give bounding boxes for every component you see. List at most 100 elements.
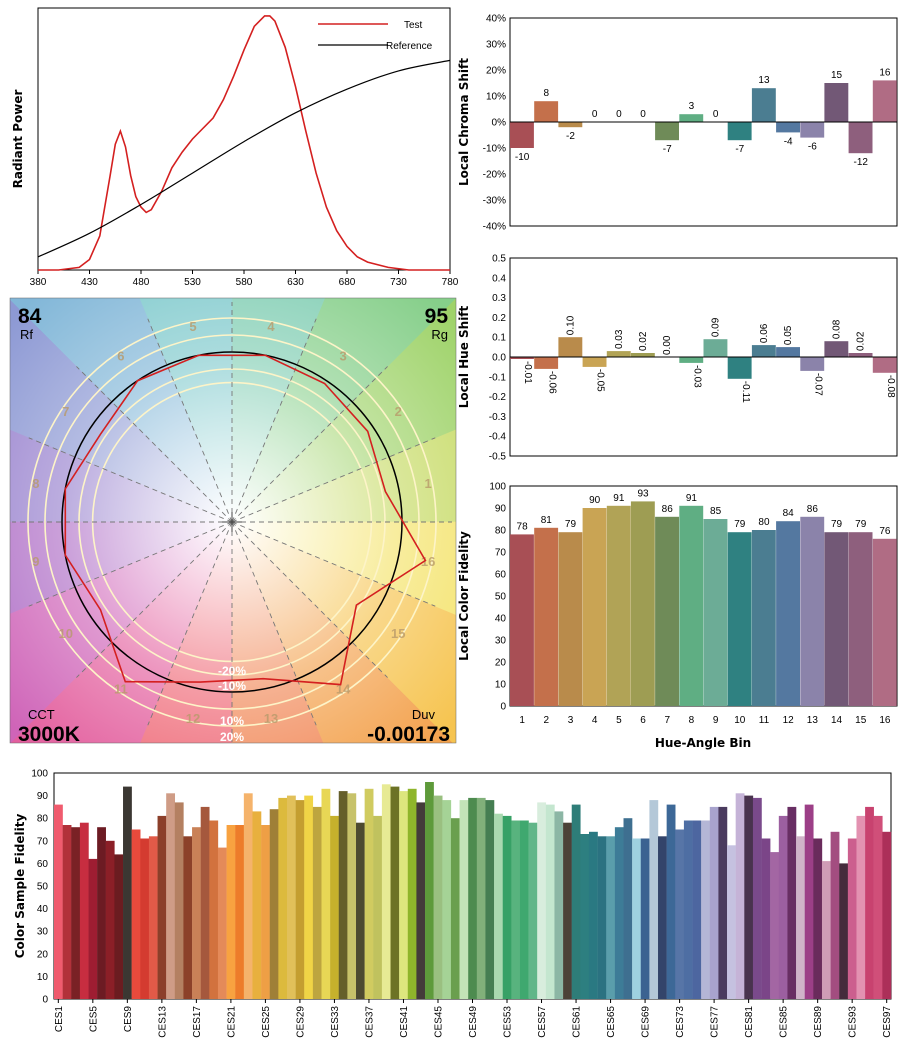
bin-x-tick-label: 3 [568, 715, 574, 726]
bin-x-tick-label: 8 [689, 715, 695, 726]
bin-bar [606, 351, 631, 357]
bin-number-label: 1 [425, 476, 432, 491]
y-tick-label: 70 [495, 548, 507, 559]
sample-bar [166, 793, 176, 999]
bar-value-label: 86 [807, 504, 819, 515]
sample-bar [649, 800, 659, 999]
bin-bar [824, 341, 849, 357]
sample-bar [97, 827, 106, 999]
bin-bar [727, 122, 752, 141]
sample-bar [321, 788, 331, 999]
sample-y-tick-label: 20 [37, 949, 49, 960]
bin-x-tick-label: 4 [592, 715, 598, 726]
bin-spoke [76, 366, 233, 523]
chroma-shift-chart: Local Chroma Shift 40%30%20%10%0%-10%-20… [457, 14, 898, 233]
bar-value-label: -6 [808, 142, 817, 153]
bin-spoke [231, 437, 436, 523]
bin-bar [510, 122, 534, 148]
sample-bar [511, 820, 521, 999]
spd-x-tick-label: 530 [184, 277, 201, 288]
sample-bar [399, 791, 408, 999]
bar-value-label: 0.10 [565, 315, 576, 335]
sample-bar [390, 786, 400, 999]
sample-bar [105, 840, 115, 999]
sample-y-tick-label: 60 [37, 859, 49, 870]
bar-value-label: -0.06 [546, 371, 557, 394]
sample-bar [226, 825, 236, 999]
sample-bar [71, 827, 81, 999]
bar-value-label: 84 [783, 508, 795, 519]
spd-test-line [38, 15, 450, 271]
bar-value-label: 79 [734, 519, 746, 530]
spd-chart: Radiant Power 380 430 480 530 580 630 680 730 78… [11, 7, 459, 288]
bar-value-label: 0.06 [759, 323, 770, 343]
sample-bar [140, 838, 150, 999]
bin-bar [679, 505, 704, 706]
sample-bar [425, 782, 434, 999]
local-fidelity-chart: Local Color Fidelity 1009080706050403020… [457, 482, 898, 750]
bin-spoke [231, 366, 388, 523]
bar-value-label: -7 [735, 144, 744, 155]
bin-spoke [147, 318, 233, 523]
sample-bar [295, 800, 305, 999]
bin-bar [703, 339, 728, 357]
spd-x-tick-label: 630 [287, 277, 304, 288]
sample-bar [304, 795, 314, 999]
sample-x-tick-label: CES17 [192, 1006, 203, 1038]
bin-spoke [76, 521, 233, 678]
bin-number-label: 14 [336, 681, 351, 696]
sample-bar [588, 831, 598, 999]
sample-bar [468, 797, 478, 999]
sample-bar [373, 815, 383, 999]
bin-number-label: 9 [32, 554, 39, 569]
bar-value-label: 13 [758, 75, 770, 86]
bin-bar [727, 532, 752, 706]
sample-x-tick-label: CES89 [813, 1006, 824, 1038]
y-tick-label: -0.3 [489, 412, 507, 423]
bar-value-label: 78 [517, 521, 529, 532]
bar-value-label: -10 [515, 152, 530, 163]
bar-value-label: 76 [879, 526, 891, 537]
sample-bar [744, 795, 754, 999]
vector-frame [9, 297, 457, 744]
sample-bar [683, 820, 693, 999]
bin-bar [824, 532, 849, 706]
reference-circle [61, 351, 403, 693]
sample-bar [554, 811, 564, 999]
bin-bar [776, 521, 800, 706]
y-tick-label: 0.2 [492, 313, 506, 324]
spd-x-tick-label: 380 [30, 277, 47, 288]
sample-x-tick-label: CES45 [433, 1006, 444, 1038]
sample-bar [278, 797, 288, 999]
bin-bar [679, 357, 704, 363]
bin-bar [751, 88, 776, 122]
bar-value-label: -0.01 [522, 361, 533, 384]
bin-bar [558, 532, 583, 706]
sample-bar [183, 836, 193, 999]
bin-bar [606, 505, 631, 706]
bar-value-label: -12 [853, 157, 868, 168]
sample-bar [623, 818, 633, 999]
y-tick-label: 20 [495, 658, 507, 669]
bin-bar [534, 101, 559, 122]
sample-bar [614, 827, 624, 999]
y-tick-label: 0.5 [492, 254, 506, 265]
sample-bar [813, 838, 823, 999]
y-tick-label: -0.1 [489, 372, 507, 383]
bin-number-label: 13 [264, 711, 278, 726]
y-tick-label: 30% [486, 40, 506, 51]
sample-x-tick-label: CES5 [88, 1006, 99, 1033]
sample-y-tick-label: 90 [37, 791, 49, 802]
bar-value-label: 0 [616, 109, 622, 120]
y-tick-label: -0.5 [489, 452, 507, 463]
sample-bar [261, 825, 270, 999]
bar-value-label: 93 [637, 488, 649, 499]
sample-bar [459, 800, 469, 999]
cct-label: CCT [28, 707, 55, 722]
y-tick-label: 30 [495, 636, 507, 647]
bin-bar [872, 80, 897, 122]
ring-label-minus10: -10% [218, 679, 246, 693]
sample-bar [563, 822, 572, 999]
y-tick-label: 40% [486, 14, 506, 25]
bin-x-tick-label: 5 [616, 715, 622, 726]
